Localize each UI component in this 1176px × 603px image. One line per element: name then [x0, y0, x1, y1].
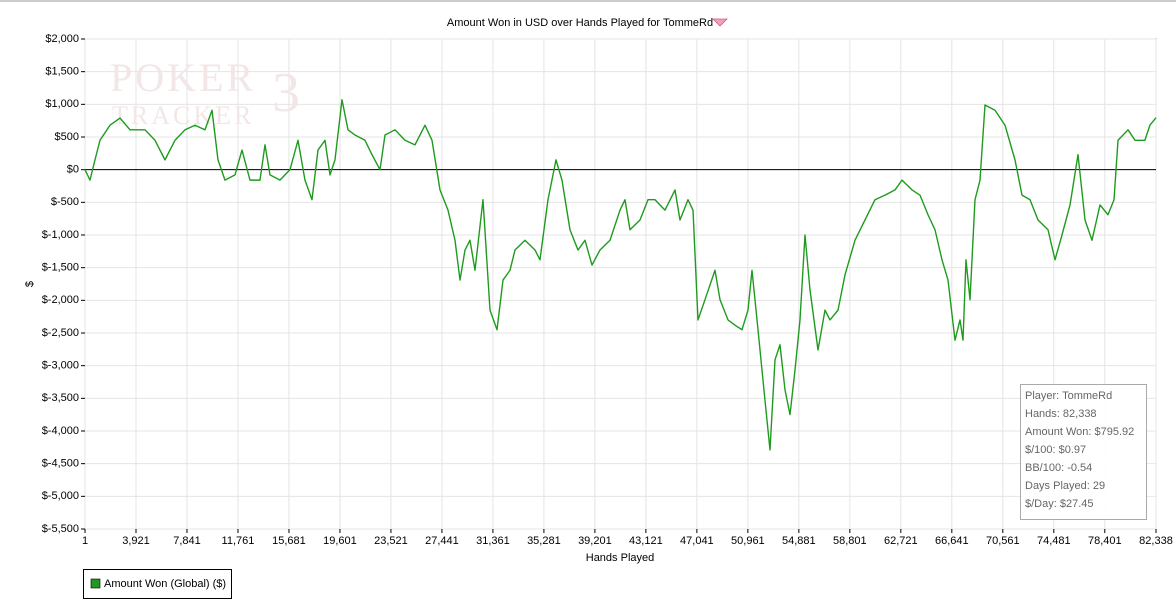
x-tick-label: 70,561 [986, 535, 1020, 547]
x-tick-label: 31,361 [476, 535, 510, 547]
x-tick-label: 47,041 [680, 535, 714, 547]
y-tick-label: $-5,500 [42, 523, 79, 535]
watermark: POKER [110, 55, 256, 100]
y-tick-label: $-4,500 [42, 458, 79, 470]
y-tick-label: $0 [67, 164, 79, 176]
x-tick-label: 27,441 [425, 535, 459, 547]
x-tick-label: 1 [82, 535, 88, 547]
y-tick-label: $-2,000 [42, 294, 79, 306]
y-tick-label: $-1,500 [42, 262, 79, 274]
info-line: $/Day: $27.45 [1025, 498, 1094, 510]
y-tick-label: $-500 [51, 196, 79, 208]
x-tick-label: 50,961 [731, 535, 765, 547]
x-axis-label: Hands Played [586, 552, 655, 564]
x-tick-label: 3,921 [122, 535, 150, 547]
x-tick-label: 43,121 [629, 535, 663, 547]
x-tick-label: 62,721 [884, 535, 918, 547]
y-tick-label: $-3,000 [42, 360, 79, 372]
legend-box [83, 569, 232, 599]
y-tick-label: $-1,000 [42, 229, 79, 241]
x-tick-label: 23,521 [374, 535, 408, 547]
y-tick-label: $1,500 [45, 66, 79, 78]
info-box: Player: TommeRd Hands: 82,338 Amount Won: … [1020, 384, 1147, 520]
info-line: BB/100: -0.54 [1025, 462, 1092, 474]
info-frame [1020, 384, 1147, 520]
x-tick-label: 82,338 [1139, 535, 1173, 547]
x-tick-label: 7,841 [173, 535, 201, 547]
chart-title: Amount Won in USD over Hands Played for … [447, 17, 713, 29]
y-tick-label: $500 [55, 131, 79, 143]
x-tick-label: 54,881 [782, 535, 816, 547]
y-tick-label: $-4,000 [42, 425, 79, 437]
watermark: 3 [272, 62, 303, 124]
info-line: $/100: $0.97 [1025, 444, 1086, 456]
info-line: Amount Won: $795.92 [1025, 426, 1134, 438]
x-tick-label: 11,761 [222, 535, 255, 547]
y-tick-label: $-2,500 [42, 327, 79, 339]
legend: Amount Won (Global) ($) [83, 569, 232, 599]
y-tick-label: $2,000 [45, 33, 79, 45]
info-line: Hands: 82,338 [1025, 408, 1097, 420]
x-tick-label: 19,601 [323, 535, 357, 547]
watermark: TRACKER [112, 101, 254, 130]
x-tick-label: 35,281 [527, 535, 561, 547]
x-tick-label: 39,201 [578, 535, 612, 547]
x-tick-label: 58,801 [833, 535, 867, 547]
y-tick-label: $1,000 [45, 98, 79, 110]
title-icon[interactable] [712, 18, 728, 27]
x-tick-label: 66,641 [935, 535, 969, 547]
legend-label[interactable]: Amount Won (Global) ($) [104, 578, 226, 590]
x-tick-label: 74,481 [1037, 535, 1071, 547]
series-line [84, 99, 1157, 451]
x-tick-label: 15,681 [272, 535, 306, 547]
legend-swatch [90, 578, 101, 589]
y-tick-label: $-5,000 [42, 490, 79, 502]
y-tick-label: $-3,500 [42, 392, 79, 404]
x-tick-label: 78,401 [1088, 535, 1122, 547]
info-line: Player: TommeRd [1025, 390, 1112, 402]
y-axis-label: $ [24, 281, 36, 287]
info-line: Days Played: 29 [1025, 480, 1105, 492]
